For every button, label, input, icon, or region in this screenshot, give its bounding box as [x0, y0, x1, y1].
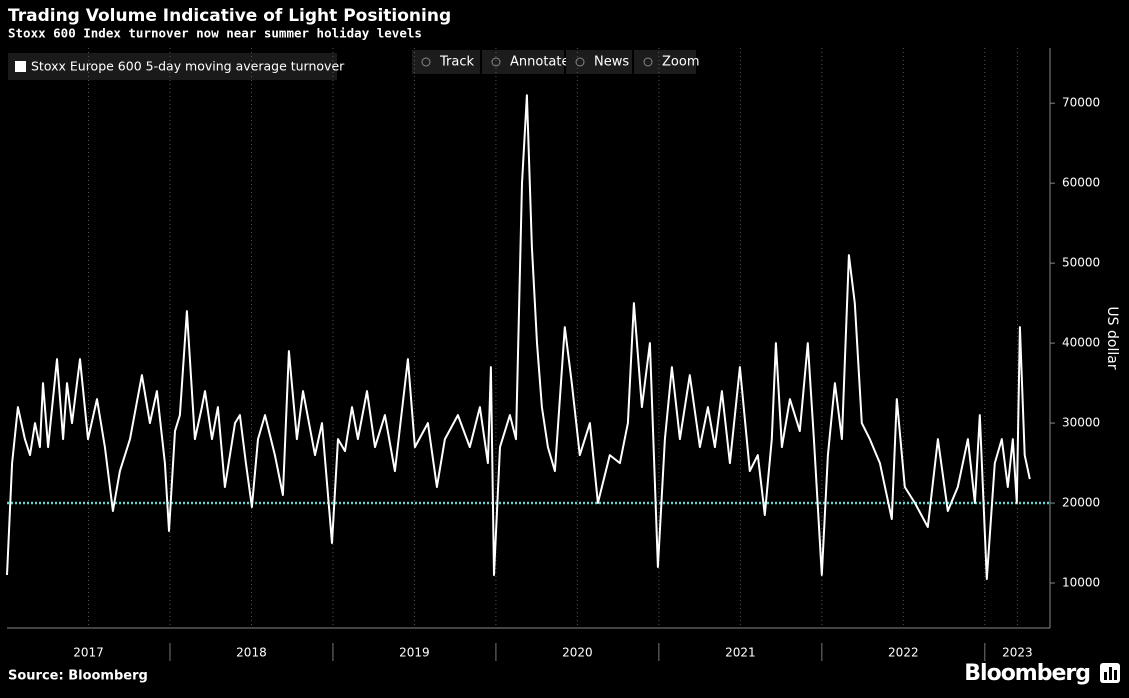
toolbar-label: Track — [439, 55, 474, 70]
toolbar-button-bg — [412, 50, 480, 74]
toolbar-icon — [643, 57, 653, 67]
brand-icon-bar — [1114, 670, 1117, 680]
source: Source: Bloomberg — [8, 669, 148, 684]
y-tick-label: 60000 — [1062, 176, 1100, 190]
x-tick-label: 2023 — [1002, 646, 1033, 660]
x-tick-label: 2021 — [725, 646, 756, 660]
y-axis-label: US dollar — [1104, 306, 1120, 369]
y-tick-label: 40000 — [1062, 336, 1100, 350]
y-tick-label: 20000 — [1062, 496, 1100, 510]
chart-subtitle: Stoxx 600 Index turnover now near summer… — [8, 26, 422, 41]
x-tick-label: 2018 — [236, 646, 267, 660]
y-tick-label: 10000 — [1062, 576, 1100, 590]
toolbar-button[interactable]: Annotate — [482, 50, 569, 74]
toolbar-button[interactable]: Track — [412, 50, 480, 74]
brand-logo: Bloomberg — [964, 661, 1090, 686]
x-tick-label: 2019 — [399, 646, 430, 660]
toolbar-icon — [575, 57, 585, 67]
x-tick-label: 2022 — [888, 646, 919, 660]
toolbar-label: News — [594, 55, 629, 70]
legend-label: Stoxx Europe 600 5-day moving average tu… — [31, 59, 345, 74]
toolbar-button[interactable]: Zoom — [634, 50, 699, 74]
y-tick-label: 70000 — [1062, 96, 1100, 110]
toolbar-button-bg — [566, 50, 632, 74]
y-tick-label: 50000 — [1062, 256, 1100, 270]
data-line — [6, 94, 1031, 580]
brand-icon-bar — [1104, 672, 1107, 680]
brand-icon-bar — [1109, 667, 1112, 680]
toolbar-icon — [421, 57, 431, 67]
toolbar-label: Zoom — [662, 55, 699, 70]
x-tick-label: 2020 — [562, 646, 593, 660]
toolbar: Track Annotate News Zoom — [412, 50, 699, 74]
toolbar-icon — [491, 57, 501, 67]
legend-swatch — [15, 61, 26, 72]
legend-box — [8, 53, 337, 80]
toolbar-button-bg — [482, 50, 564, 74]
x-tick-label: 2017 — [73, 646, 104, 660]
legend: Stoxx Europe 600 5-day moving average tu… — [8, 53, 345, 80]
y-tick-label: 30000 — [1062, 416, 1100, 430]
toolbar-button[interactable]: News — [566, 50, 632, 74]
toolbar-label: Annotate — [510, 55, 569, 70]
brand-icon — [1100, 663, 1120, 683]
chart-title: Trading Volume Indicative of Light Posit… — [8, 6, 451, 26]
